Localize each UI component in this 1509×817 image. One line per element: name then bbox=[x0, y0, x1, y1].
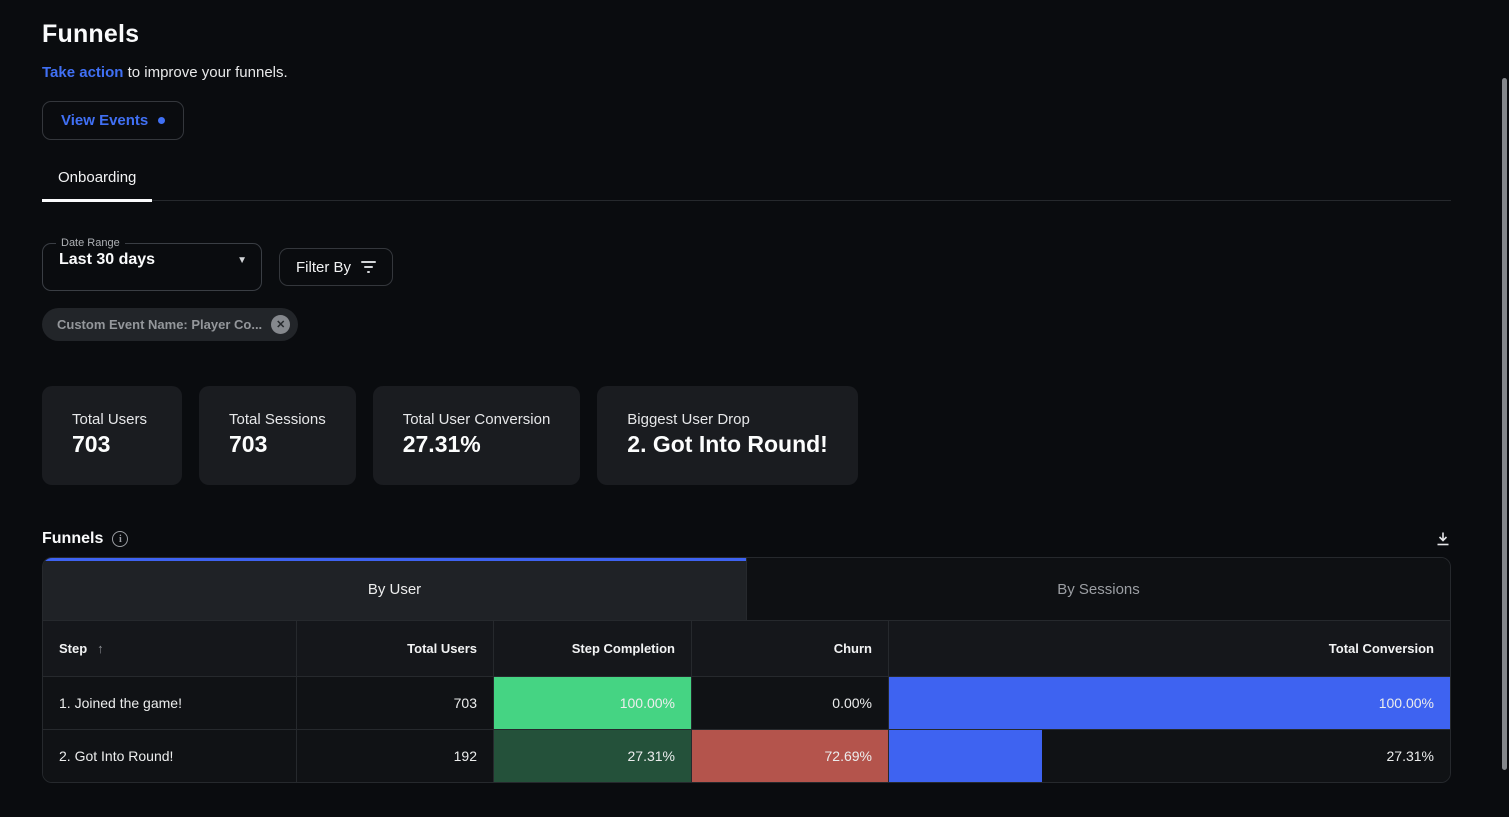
cell-total-conversion: 100.00% bbox=[889, 677, 1450, 729]
chevron-down-icon: ▼ bbox=[237, 254, 247, 266]
cell-step: 2. Got Into Round! bbox=[43, 730, 297, 782]
filter-chip[interactable]: Custom Event Name: Player Co... ✕ bbox=[42, 308, 299, 341]
table-row: 2. Got Into Round! 192 27.31% 72.69% 27.… bbox=[43, 729, 1450, 782]
cell-total-users: 192 bbox=[297, 730, 494, 782]
cell-step-completion: 27.31% bbox=[494, 730, 692, 782]
stats-row: Total Users 703 Total Sessions 703 Total… bbox=[42, 386, 1451, 485]
funnels-page: Funnels Take action to improve your funn… bbox=[42, 20, 1451, 783]
subtitle-text: to improve your funnels. bbox=[123, 64, 288, 81]
conversion-bar bbox=[889, 677, 1450, 729]
stat-value: 703 bbox=[72, 431, 111, 457]
filter-chip-label: Custom Event Name: Player Co... bbox=[57, 317, 263, 332]
cell-total-conversion: 27.31% bbox=[889, 730, 1450, 782]
section-tabs: Onboarding bbox=[42, 169, 1451, 202]
page-subtitle: Take action to improve your funnels. bbox=[42, 64, 1451, 81]
tab-by-user[interactable]: By User bbox=[43, 558, 747, 620]
cell-step: 1. Joined the game! bbox=[43, 677, 297, 729]
view-events-label: View Events bbox=[61, 112, 149, 129]
view-events-button[interactable]: View Events bbox=[42, 101, 185, 140]
stat-label: Biggest User Drop bbox=[627, 411, 750, 428]
column-header-churn: Churn bbox=[692, 621, 889, 676]
tab-onboarding[interactable]: Onboarding bbox=[42, 169, 153, 202]
column-header-step-completion: Step Completion bbox=[494, 621, 692, 676]
stat-card-biggest-user-drop: Biggest User Drop 2. Got Into Round! bbox=[597, 386, 858, 485]
download-icon[interactable] bbox=[1435, 531, 1451, 547]
stat-label: Total User Conversion bbox=[402, 411, 551, 428]
stat-value: 27.31% bbox=[402, 431, 481, 457]
stat-label: Total Sessions bbox=[229, 411, 326, 428]
page-title: Funnels bbox=[42, 20, 140, 48]
funnel-table-header: Step ↑ Total Users Step Completion Churn… bbox=[43, 620, 1450, 676]
column-header-total-users: Total Users bbox=[297, 621, 494, 676]
notification-dot-icon bbox=[158, 117, 166, 124]
stat-card-total-users: Total Users 703 bbox=[42, 386, 182, 485]
stat-value: 703 bbox=[229, 431, 268, 457]
stat-label: Total Users bbox=[72, 411, 148, 428]
funnels-panel: By User By Sessions Step ↑ Total Users S… bbox=[42, 557, 1451, 783]
cell-churn: 0.00% bbox=[692, 677, 889, 729]
date-range-label: Date Range bbox=[61, 237, 120, 249]
tab-by-sessions[interactable]: By Sessions bbox=[747, 558, 1450, 620]
funnels-section-header: Funnels i bbox=[42, 530, 1451, 548]
filters-row: Date Range Last 30 days ▼ Filter By bbox=[42, 237, 1451, 291]
close-icon[interactable]: ✕ bbox=[271, 315, 291, 334]
column-header-total-conversion: Total Conversion bbox=[1328, 641, 1434, 656]
stat-card-total-sessions: Total Sessions 703 bbox=[199, 386, 356, 485]
table-row: 1. Joined the game! 703 100.00% 0.00% 10… bbox=[43, 676, 1450, 729]
vertical-scrollbar[interactable] bbox=[1502, 78, 1507, 770]
date-range-select[interactable]: Date Range Last 30 days ▼ bbox=[42, 237, 262, 291]
filter-by-label: Filter By bbox=[296, 258, 352, 276]
stat-value: 2. Got Into Round! bbox=[627, 431, 828, 457]
cell-total-users: 703 bbox=[297, 677, 494, 729]
cell-step-completion: 100.00% bbox=[494, 677, 692, 729]
conversion-bar bbox=[889, 730, 1043, 782]
info-icon[interactable]: i bbox=[112, 531, 129, 547]
active-filters: Custom Event Name: Player Co... ✕ bbox=[42, 308, 1451, 341]
stat-card-total-user-conversion: Total User Conversion 27.31% bbox=[372, 386, 581, 485]
filter-icon bbox=[361, 261, 377, 273]
column-header-step[interactable]: Step ↑ bbox=[43, 621, 297, 676]
date-range-value: Last 30 days bbox=[59, 251, 156, 268]
cell-churn: 72.69% bbox=[692, 730, 889, 782]
filter-by-button[interactable]: Filter By bbox=[279, 248, 394, 286]
funnels-section-title: Funnels bbox=[42, 530, 104, 547]
sort-ascending-icon: ↑ bbox=[97, 641, 104, 656]
funnel-view-tabs: By User By Sessions bbox=[43, 558, 1450, 620]
take-action-link[interactable]: Take action bbox=[42, 64, 124, 81]
